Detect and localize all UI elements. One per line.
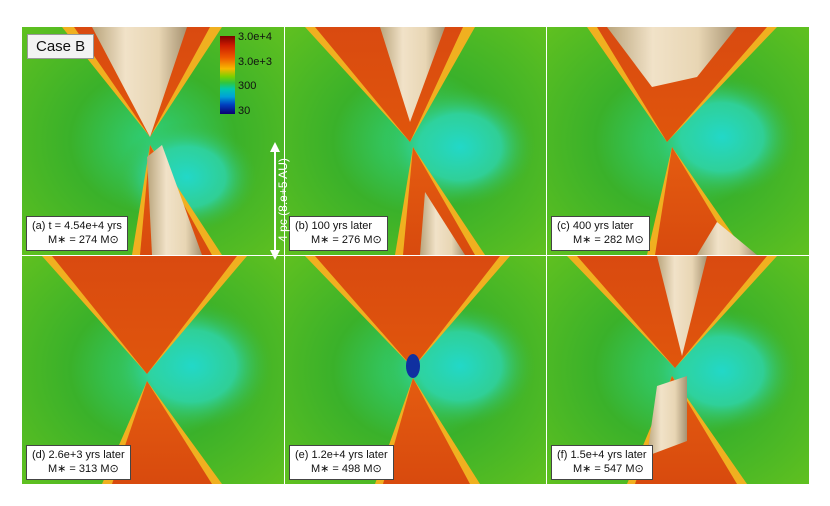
panel-c-time: (c) 400 yrs later bbox=[557, 220, 634, 232]
panel-c: (c) 400 yrs later M∗ = 282 M⊙ bbox=[547, 27, 809, 255]
panel-d-mass: M∗ = 313 M⊙ bbox=[48, 463, 119, 475]
panel-e-time: (e) 1.2e+4 yrs later bbox=[295, 449, 388, 461]
panel-d-time: (d) 2.6e+3 yrs later bbox=[32, 449, 125, 461]
panel-f-label: (f) 1.5e+4 yrs later M∗ = 547 M⊙ bbox=[551, 445, 653, 480]
panel-a: (a) t = 4.54e+4 yrs M∗ = 274 M⊙ bbox=[22, 27, 284, 255]
panel-c-label: (c) 400 yrs later M∗ = 282 M⊙ bbox=[551, 216, 650, 251]
panel-f-image bbox=[547, 256, 809, 484]
panel-b-mass: M∗ = 276 M⊙ bbox=[311, 234, 382, 246]
panel-e-mass: M∗ = 498 M⊙ bbox=[311, 463, 382, 475]
panel-a-time: (a) t = 4.54e+4 yrs bbox=[32, 220, 122, 232]
scale-bar-arrow bbox=[270, 142, 280, 260]
panel-d-image bbox=[22, 256, 284, 484]
panel-a-mass: M∗ = 274 M⊙ bbox=[48, 234, 119, 246]
panel-b: (b) 100 yrs later M∗ = 276 M⊙ bbox=[285, 27, 546, 255]
scale-bar-label: 4 pc (8.e+5 AU) bbox=[276, 158, 290, 242]
panel-c-image bbox=[547, 27, 809, 255]
panel-a-label: (a) t = 4.54e+4 yrs M∗ = 274 M⊙ bbox=[26, 216, 128, 251]
panel-f: (f) 1.5e+4 yrs later M∗ = 547 M⊙ bbox=[547, 256, 809, 484]
colorbar-tick-1: 3.0e+4 bbox=[238, 31, 272, 43]
panel-f-time: (f) 1.5e+4 yrs later bbox=[557, 449, 647, 461]
colorbar bbox=[220, 36, 235, 114]
colorbar-tick-2: 3.0e+3 bbox=[238, 56, 272, 68]
case-label: Case B bbox=[27, 34, 95, 59]
colorbar-tick-4: 30 bbox=[238, 105, 251, 117]
panel-c-mass: M∗ = 282 M⊙ bbox=[573, 234, 644, 246]
panel-b-label: (b) 100 yrs later M∗ = 276 M⊙ bbox=[289, 216, 388, 251]
panel-d: (d) 2.6e+3 yrs later M∗ = 313 M⊙ bbox=[22, 256, 284, 484]
colorbar-tick-3: 300 bbox=[238, 80, 257, 92]
panel-d-label: (d) 2.6e+3 yrs later M∗ = 313 M⊙ bbox=[26, 445, 131, 480]
panel-b-time: (b) 100 yrs later bbox=[295, 220, 373, 232]
panel-f-mass: M∗ = 547 M⊙ bbox=[573, 463, 644, 475]
panel-e: (e) 1.2e+4 yrs later M∗ = 498 M⊙ bbox=[285, 256, 546, 484]
panel-e-label: (e) 1.2e+4 yrs later M∗ = 498 M⊙ bbox=[289, 445, 394, 480]
